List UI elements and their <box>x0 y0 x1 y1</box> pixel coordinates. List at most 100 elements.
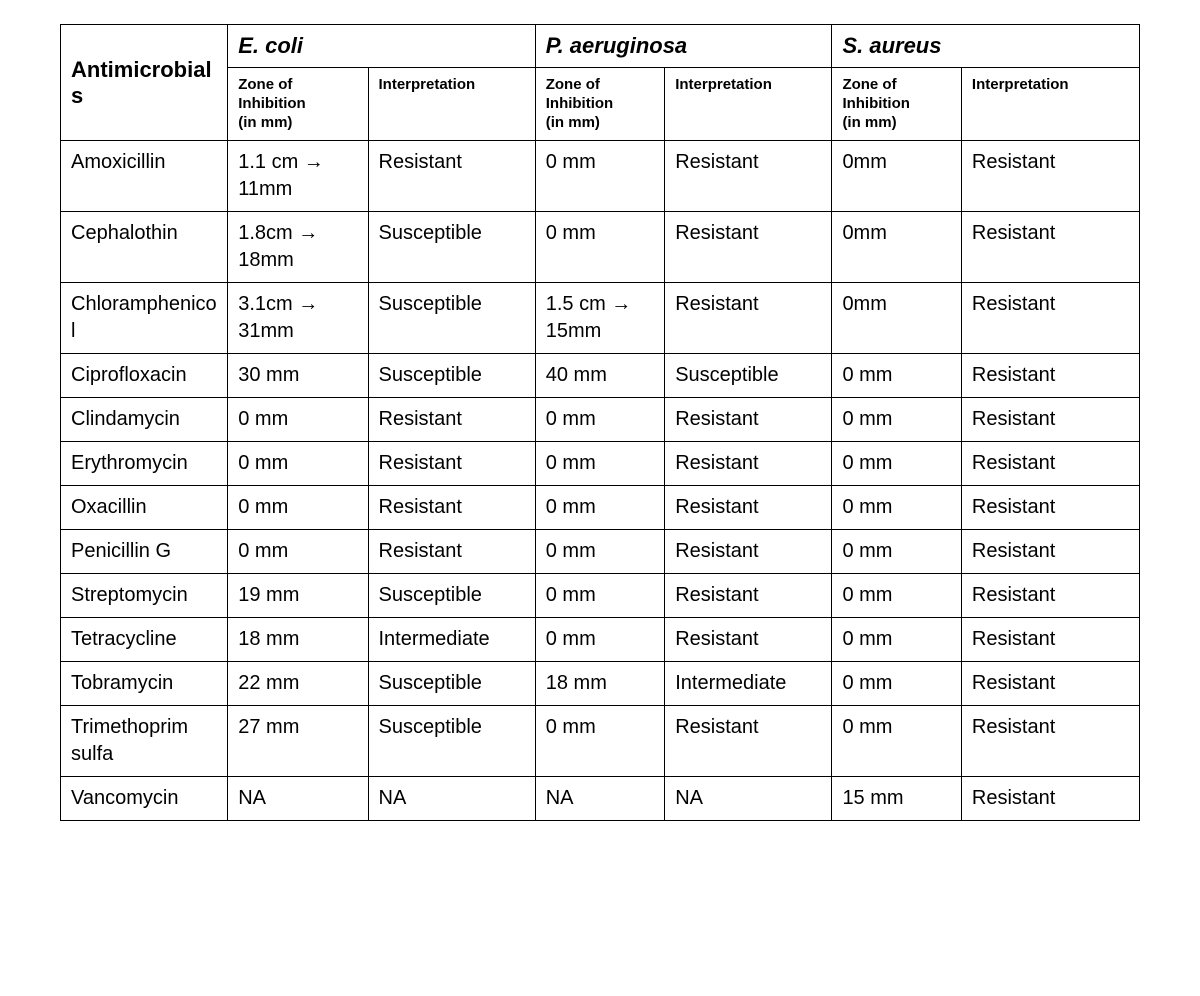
ecoli-zone: 1.8cm → 18mm <box>228 212 368 283</box>
sa-zone: 0 mm <box>832 442 961 486</box>
ecoli-interpretation: Resistant <box>368 398 535 442</box>
pa-zone: 0 mm <box>535 141 664 212</box>
pa-interpretation: Intermediate <box>665 662 832 706</box>
antimicrobial-name: Erythromycin <box>61 442 228 486</box>
pa-interpretation: Resistant <box>665 706 832 777</box>
sa-interpretation: Resistant <box>961 530 1139 574</box>
antimicrobial-name: Clindamycin <box>61 398 228 442</box>
sa-interpretation: Resistant <box>961 574 1139 618</box>
header-int-ecoli: Interpretation <box>368 68 535 141</box>
antimicrobial-name: Ciprofloxacin <box>61 354 228 398</box>
pa-interpretation: Resistant <box>665 283 832 354</box>
table-row: Chloramphenicol3.1cm → 31mmSusceptible1.… <box>61 283 1140 354</box>
pa-interpretation: Resistant <box>665 530 832 574</box>
ecoli-zone: 0 mm <box>228 442 368 486</box>
table-row: Streptomycin19 mmSusceptible 0 mmResistan… <box>61 574 1140 618</box>
pa-zone: 0 mm <box>535 530 664 574</box>
ecoli-interpretation: Susceptible <box>368 706 535 777</box>
table-row: Trimethoprim sulfa27 mmSusceptible0 mmRe… <box>61 706 1140 777</box>
header-organism-ecoli: E. coli <box>228 25 536 68</box>
sa-interpretation: Resistant <box>961 354 1139 398</box>
antimicrobial-name: Oxacillin <box>61 486 228 530</box>
antimicrobial-name: Trimethoprim sulfa <box>61 706 228 777</box>
table-row: Penicillin G0 mmResistant0 mmResistant0 … <box>61 530 1140 574</box>
ecoli-zone: 19 mm <box>228 574 368 618</box>
pa-interpretation: Resistant <box>665 442 832 486</box>
ecoli-interpretation: Resistant <box>368 442 535 486</box>
table-row: Ciprofloxacin30 mmSusceptible40 mmSuscep… <box>61 354 1140 398</box>
header-antimicrobials: Antimicrobials <box>61 25 228 141</box>
sa-zone: 0 mm <box>832 398 961 442</box>
pa-zone: 0 mm <box>535 398 664 442</box>
ecoli-interpretation: Susceptible <box>368 283 535 354</box>
ecoli-zone: 27 mm <box>228 706 368 777</box>
ecoli-interpretation: Resistant <box>368 486 535 530</box>
table-row: Tobramycin22 mmSusceptible18 mmIntermedi… <box>61 662 1140 706</box>
antimicrobial-name: Streptomycin <box>61 574 228 618</box>
ecoli-zone: 30 mm <box>228 354 368 398</box>
pa-interpretation: Resistant <box>665 212 832 283</box>
sa-interpretation: Resistant <box>961 283 1139 354</box>
pa-zone: 18 mm <box>535 662 664 706</box>
antimicrobial-name: Chloramphenicol <box>61 283 228 354</box>
table-body: Amoxicillin1.1 cm → 11mmResistant0 mmRes… <box>61 141 1140 821</box>
ecoli-interpretation: NA <box>368 777 535 821</box>
header-row-organisms: Antimicrobials E. coli P. aeruginosa S. … <box>61 25 1140 68</box>
pa-zone: 1.5 cm → 15mm <box>535 283 664 354</box>
pa-interpretation: Resistant <box>665 141 832 212</box>
sa-interpretation: Resistant <box>961 141 1139 212</box>
header-int-pa: Interpretation <box>665 68 832 141</box>
sa-zone: 0 mm <box>832 706 961 777</box>
table-row: VancomycinNANANANA15 mmResistant <box>61 777 1140 821</box>
pa-interpretation: Resistant <box>665 486 832 530</box>
ecoli-zone: 0 mm <box>228 530 368 574</box>
table-row: Clindamycin0 mmResistant0 mmResistant0 m… <box>61 398 1140 442</box>
table-row: Cephalothin1.8cm → 18mmSusceptible0 mmRe… <box>61 212 1140 283</box>
pa-zone: NA <box>535 777 664 821</box>
ecoli-interpretation: Intermediate <box>368 618 535 662</box>
ecoli-zone: 18 mm <box>228 618 368 662</box>
header-int-sa: Interpretation <box>961 68 1139 141</box>
ecoli-interpretation: Susceptible <box>368 354 535 398</box>
table-row: Oxacillin0 mmResistant0 mmResistant0 mmR… <box>61 486 1140 530</box>
sa-zone: 0 mm <box>832 530 961 574</box>
pa-zone: 0 mm <box>535 442 664 486</box>
ecoli-zone: NA <box>228 777 368 821</box>
sa-interpretation: Resistant <box>961 442 1139 486</box>
susceptibility-table: Antimicrobials E. coli P. aeruginosa S. … <box>60 24 1140 821</box>
sa-zone: 0mm <box>832 212 961 283</box>
sa-zone: 0 mm <box>832 354 961 398</box>
ecoli-interpretation: Susceptible <box>368 212 535 283</box>
ecoli-zone: 22 mm <box>228 662 368 706</box>
ecoli-zone: 3.1cm → 31mm <box>228 283 368 354</box>
antimicrobial-name: Vancomycin <box>61 777 228 821</box>
antimicrobial-name: Tetracycline <box>61 618 228 662</box>
header-zone-pa: Zone ofInhibition(in mm) <box>535 68 664 141</box>
sa-zone: 0 mm <box>832 574 961 618</box>
sa-zone: 15 mm <box>832 777 961 821</box>
ecoli-zone: 0 mm <box>228 486 368 530</box>
sa-zone: 0mm <box>832 283 961 354</box>
table-row: Tetracycline18 mmIntermediate0 mmResista… <box>61 618 1140 662</box>
sa-interpretation: Resistant <box>961 212 1139 283</box>
table-row: Erythromycin0 mmResistant0 mmResistant0 … <box>61 442 1140 486</box>
pa-zone: 40 mm <box>535 354 664 398</box>
pa-zone: 0 mm <box>535 706 664 777</box>
pa-zone: 0 mm <box>535 618 664 662</box>
ecoli-zone: 0 mm <box>228 398 368 442</box>
header-organism-saureus: S. aureus <box>832 25 1140 68</box>
table-row: Amoxicillin1.1 cm → 11mmResistant0 mmRes… <box>61 141 1140 212</box>
pa-interpretation: Susceptible <box>665 354 832 398</box>
pa-zone: 0 mm <box>535 212 664 283</box>
pa-interpretation: Resistant <box>665 618 832 662</box>
sa-interpretation: Resistant <box>961 618 1139 662</box>
sa-interpretation: Resistant <box>961 662 1139 706</box>
sa-interpretation: Resistant <box>961 777 1139 821</box>
ecoli-interpretation: Resistant <box>368 530 535 574</box>
sa-interpretation: Resistant <box>961 398 1139 442</box>
ecoli-interpretation: Resistant <box>368 141 535 212</box>
ecoli-interpretation: Susceptible <box>368 574 535 618</box>
ecoli-interpretation: Susceptible <box>368 662 535 706</box>
pa-zone: 0 mm <box>535 486 664 530</box>
header-zone-ecoli: Zone ofInhibition(in mm) <box>228 68 368 141</box>
